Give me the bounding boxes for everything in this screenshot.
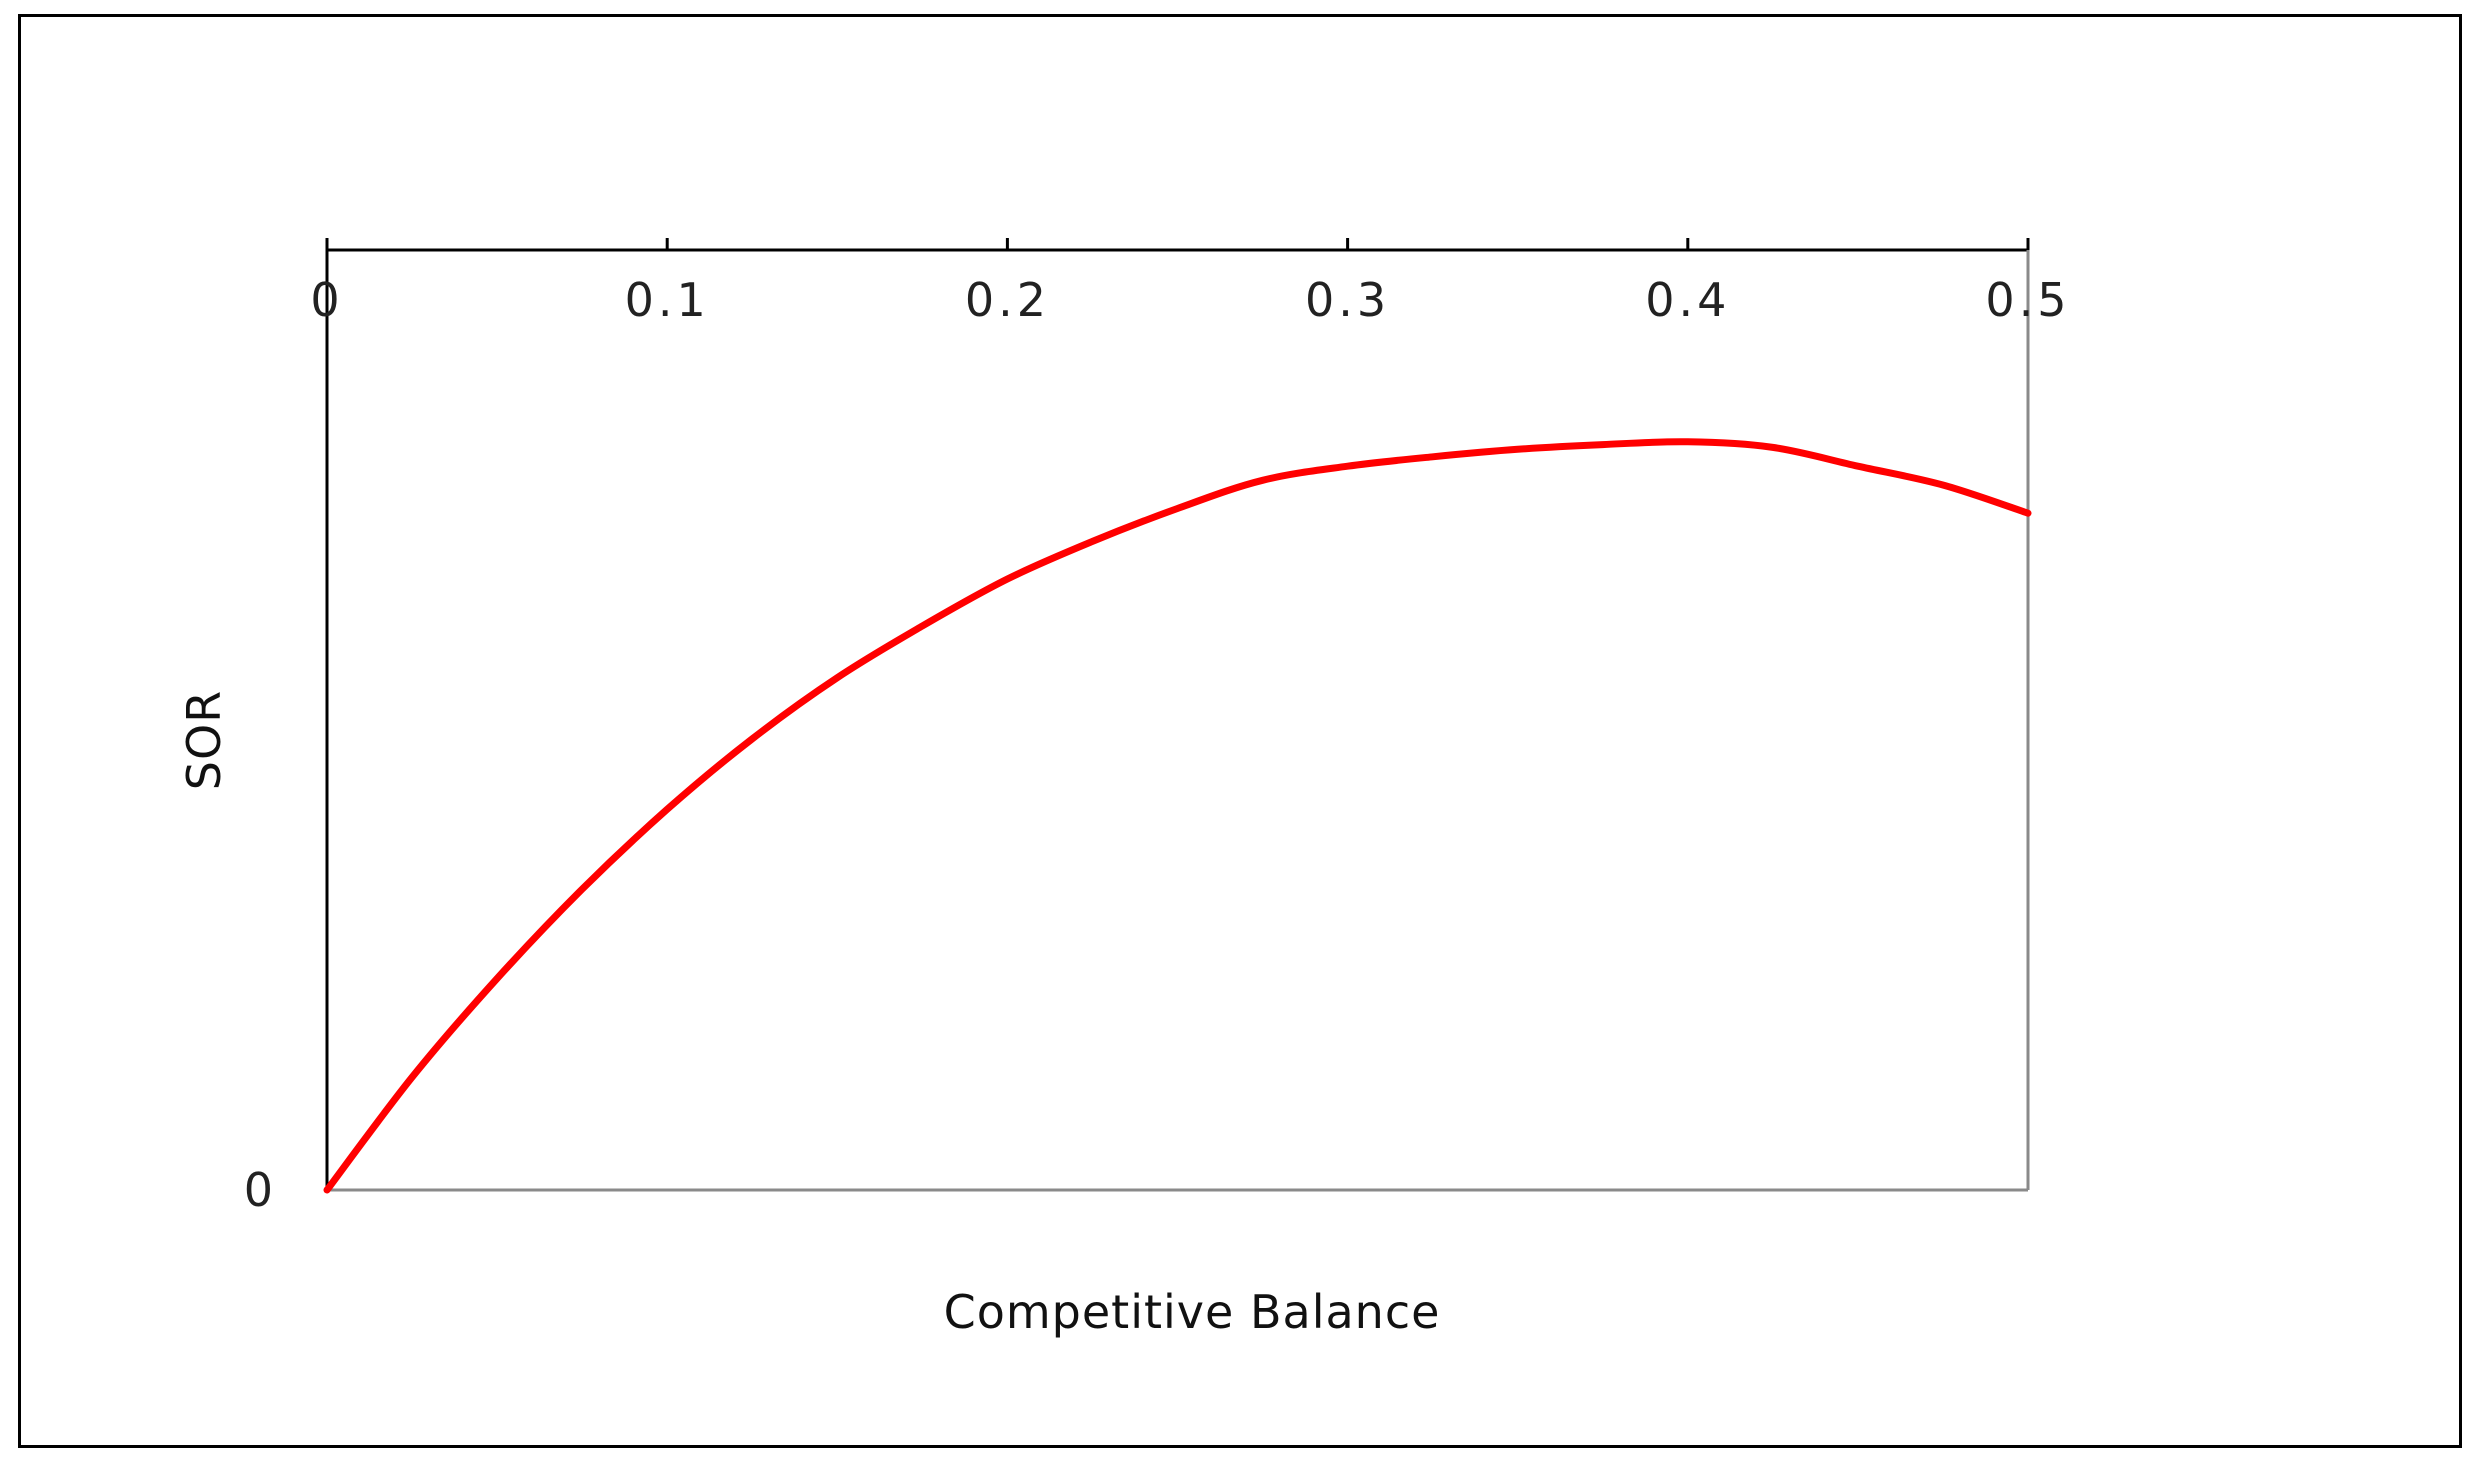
x-tick-label: 0	[310, 273, 343, 327]
axes	[325, 238, 2030, 1192]
figure-frame	[18, 14, 2462, 1448]
x-tick-label: 0.3	[1305, 273, 1390, 327]
y-axis-title: SOR	[177, 690, 231, 790]
series-line	[323, 438, 2032, 1194]
series-layer	[323, 438, 2032, 1194]
labels: Competitive Balance SOR 0 0.1 0.2 0.3 0.4 0.5…	[177, 273, 2070, 1339]
x-tick-label: 0.1	[625, 273, 710, 327]
y-tick-label: 0	[244, 1163, 277, 1217]
x-tick-label: 0.2	[965, 273, 1050, 327]
x-tick-label: 0.5	[1985, 273, 2070, 327]
x-tick-label: 0.4	[1645, 273, 1730, 327]
x-axis-title: Competitive Balance	[944, 1285, 1441, 1339]
